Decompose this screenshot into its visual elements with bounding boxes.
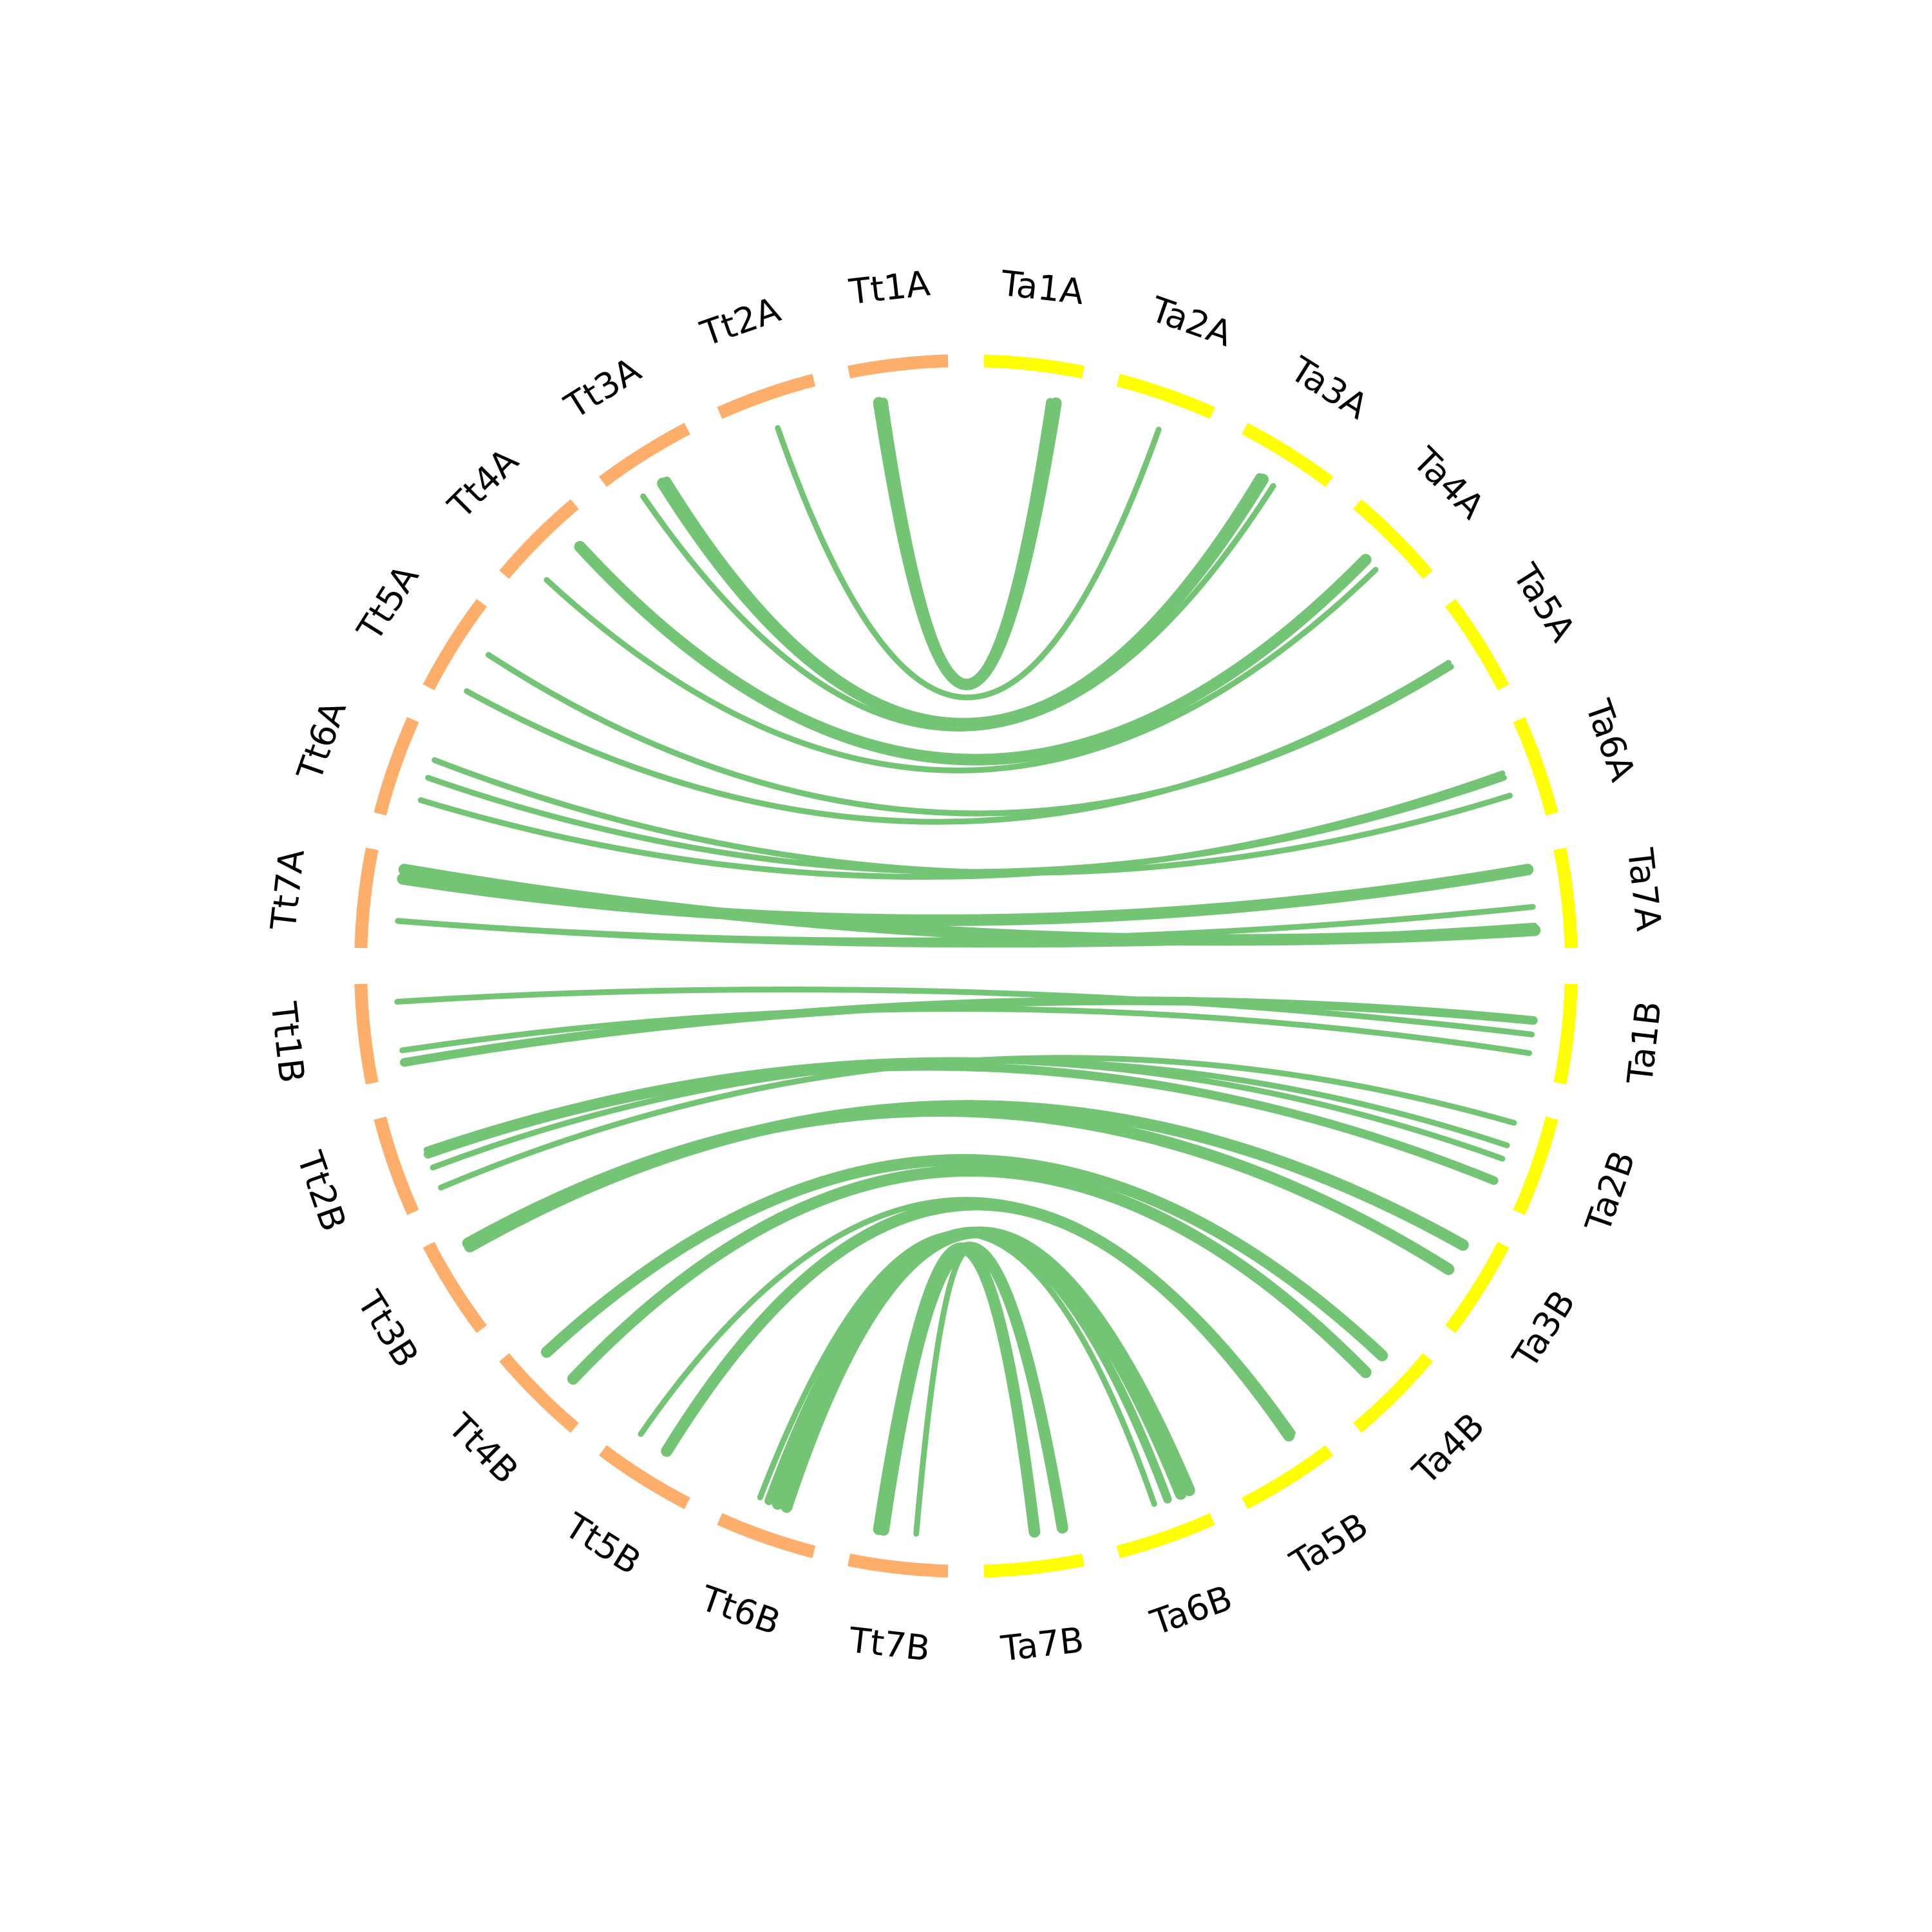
label-ta5a: Ta5A	[1504, 556, 1583, 649]
label-ta1a: Ta1A	[998, 263, 1086, 312]
label-tt5a: Tt5A	[349, 558, 427, 649]
link-tt6a-ta6a	[425, 775, 1507, 875]
segment-ta7b	[983, 1553, 1084, 1578]
link-tt6b-ta6b	[757, 1230, 1157, 1507]
segment-tt1b	[354, 983, 379, 1084]
segment-tt2b	[374, 1116, 419, 1215]
segment-tt6a	[374, 717, 419, 816]
label-tt2a: Tt2A	[695, 289, 785, 354]
label-tt7a: Tt7A	[263, 847, 312, 933]
link-tt4b-ta4b	[567, 1165, 1372, 1385]
chromosome-segments	[354, 354, 1578, 1578]
link-tt4a-ta4a	[574, 540, 1372, 766]
link-tt3a-ta3a	[662, 473, 1264, 727]
segment-tt2a	[717, 374, 816, 419]
segment-ta5b	[1242, 1444, 1334, 1510]
link-tt5b-ta5b	[661, 1198, 1295, 1457]
segment-ta4b	[1353, 1353, 1433, 1433]
segment-tt7a	[354, 848, 379, 949]
label-ta4b: Ta4B	[1405, 1405, 1492, 1493]
link-tt6a-ta6a	[431, 757, 1513, 876]
label-tt1b: Tt1B	[263, 999, 312, 1085]
link-tt5b-ta5b	[638, 1197, 1296, 1437]
segment-tt1a	[848, 354, 949, 379]
link-tt7b-ta7b	[873, 1242, 1041, 1538]
label-ta3a: Ta3A	[1283, 348, 1375, 427]
label-ta7b: Ta7B	[998, 1620, 1086, 1669]
label-tt1a: Tt1A	[846, 263, 932, 312]
label-tt4b: Tt4B	[440, 1405, 526, 1492]
segment-tt3b	[422, 1242, 488, 1334]
label-tt7b: Tt7B	[846, 1620, 932, 1669]
label-ta2a: Ta2A	[1145, 289, 1237, 354]
segment-ta3b	[1444, 1242, 1510, 1334]
link-tt7b-ta7b	[877, 1242, 1068, 1536]
label-tt6b: Tt6B	[695, 1578, 785, 1643]
link-tt4b-ta4b	[540, 1154, 1388, 1361]
link-tt3b-ta3b	[462, 1104, 1455, 1275]
label-ta4a: Ta4A	[1405, 439, 1492, 527]
segment-ta4a	[1353, 499, 1433, 579]
segment-ta5a	[1444, 598, 1510, 690]
link-tt1b-ta1b	[400, 996, 1538, 1067]
link-tt4a-ta4a	[544, 567, 1379, 773]
label-ta6a: Ta6A	[1577, 694, 1643, 786]
segment-ta6b	[1116, 1513, 1215, 1558]
segment-tt6b	[717, 1513, 816, 1558]
segment-tt3a	[598, 422, 690, 488]
segment-tt7b	[848, 1553, 949, 1578]
link-tt3a-ta3a	[640, 483, 1276, 732]
link-tt1b-ta1b	[399, 1006, 1533, 1056]
segment-tt4a	[499, 499, 579, 579]
label-ta6b: Ta6B	[1145, 1578, 1237, 1643]
segment-ta3a	[1242, 422, 1334, 488]
segment-ta1a	[983, 354, 1084, 379]
segment-ta6a	[1513, 717, 1558, 816]
label-tt2b: Tt2B	[289, 1146, 354, 1236]
label-tt5b: Tt5B	[557, 1505, 648, 1583]
segment-tt5b	[598, 1444, 690, 1510]
segment-tt5a	[422, 598, 488, 690]
link-tt6a-ta6a	[417, 770, 1506, 880]
label-ta2b: Ta2B	[1577, 1146, 1643, 1238]
label-ta5b: Ta5B	[1283, 1505, 1375, 1584]
link-tt2b-ta2b	[423, 1062, 1499, 1186]
label-ta1b: Ta1B	[1620, 999, 1669, 1086]
link-tt5a-ta5a	[486, 652, 1454, 817]
link-tt1b-ta1b	[394, 986, 1535, 1037]
segment-ta1b	[1553, 983, 1578, 1084]
label-tt3a: Tt3A	[557, 349, 648, 427]
label-ta7a: Ta7A	[1620, 846, 1669, 933]
label-tt3b: Tt3B	[349, 1283, 427, 1374]
segment-tt4b	[499, 1353, 579, 1433]
link-tt7a-ta7a	[398, 864, 1541, 946]
label-ta3b: Ta3B	[1504, 1283, 1583, 1376]
segment-ta2b	[1513, 1116, 1558, 1215]
link-tt2a-ta2a	[775, 425, 1162, 701]
link-tt6b-ta6b	[764, 1228, 1172, 1506]
label-tt6a: Tt6A	[289, 696, 354, 786]
label-tt4a: Tt4A	[440, 440, 526, 527]
links-layer	[394, 397, 1541, 1538]
segment-ta2a	[1116, 374, 1215, 419]
segment-ta7a	[1553, 848, 1578, 949]
link-tt1a-ta1a	[879, 397, 1055, 688]
